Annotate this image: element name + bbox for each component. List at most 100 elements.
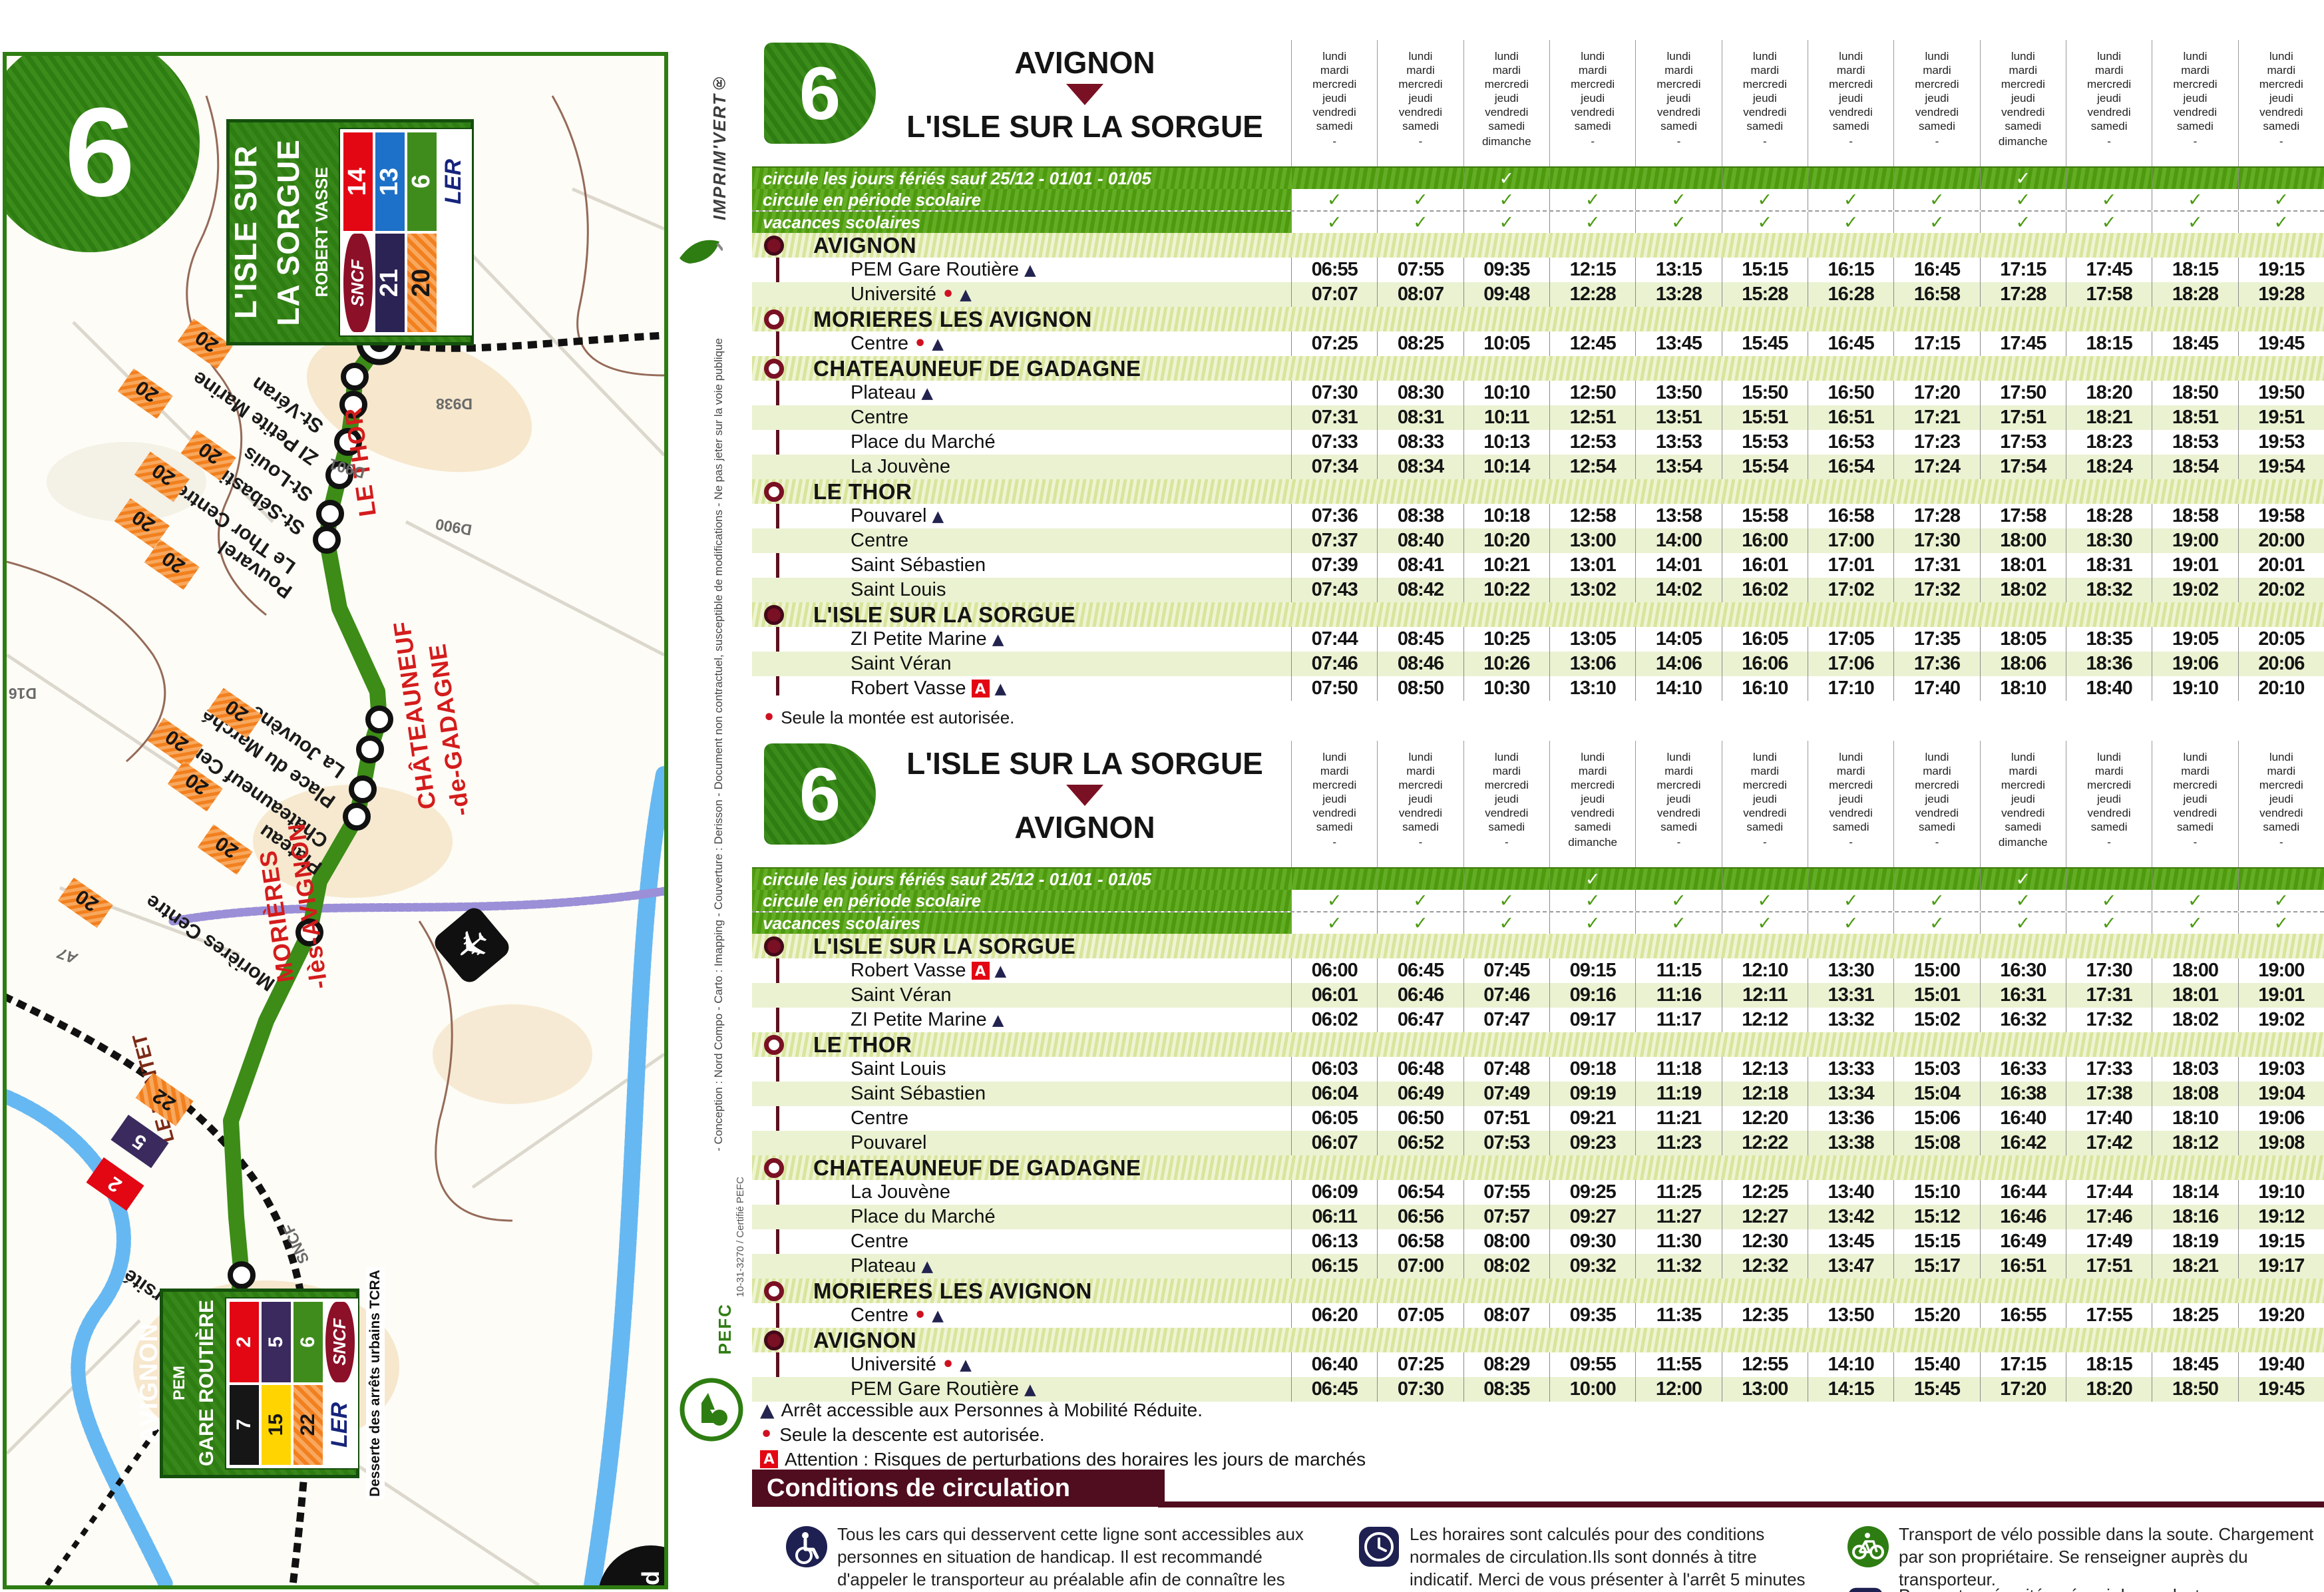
- badge-label: 20: [407, 268, 435, 298]
- time-cell: 20:05: [2237, 627, 2324, 652]
- stop-markers: [228, 363, 393, 1289]
- pefc-logo: [679, 1378, 743, 1442]
- time-cell: 13:34: [1807, 1082, 1893, 1106]
- note-horaires: Les horaires sont calculés pour des cond…: [1358, 1523, 1824, 1592]
- banner-line3: GARE ROUTIÈRE: [195, 1300, 218, 1467]
- time-cell: 11:35: [1635, 1303, 1721, 1328]
- day-name: jeudi: [1752, 793, 1777, 805]
- day-name: mardi: [1320, 64, 1349, 77]
- time-cell: 17:30: [2065, 958, 2152, 983]
- time-cells: 07:46 08:46 10:26 13:06 14:06 16:06 17:06 17:36…: [1291, 652, 2324, 676]
- day-extra: -: [1676, 836, 1681, 849]
- section-name: LE THOR: [813, 1032, 912, 1057]
- stop-name: Centre: [752, 1106, 1291, 1131]
- day-name: mercredi: [2259, 78, 2303, 91]
- stop-row: ZI Petite Marine ▲ 07:44 08:45 10:25 13:05 14:…: [752, 627, 2324, 652]
- stop-row: Centre 06:05 06:50 07:51 09:21 11:21 12:20 13:3…: [752, 1106, 2324, 1131]
- time-cell: 17:01: [1807, 553, 1893, 578]
- service-row-label: vacances scolaires: [752, 212, 1291, 233]
- time-cells: 06:45 07:30 08:35 10:00 12:00 13:00 14:15 15:45…: [1291, 1377, 2324, 1402]
- timetable-lisle-to-avignon: 6 L'ISLE SUR LA SORGUE AVIGNON lundi mard…: [752, 741, 2324, 1402]
- section-name: LE THOR: [813, 479, 912, 504]
- service-rows: circule les jours fériés sauf 25/12 - 01…: [752, 867, 2324, 934]
- time-cell: 13:33: [1807, 1057, 1893, 1082]
- day-name: mardi: [2267, 765, 2296, 777]
- time-cells: 07:33 08:33 10:13 12:53 13:53 15:53 16:53 17:23…: [1291, 430, 2324, 455]
- time-cell: 18:06: [1979, 652, 2066, 676]
- time-cell: 12:55: [1721, 1352, 1808, 1377]
- time-cell: 06:40: [1291, 1352, 1377, 1377]
- time-cell: 18:36: [2065, 652, 2152, 676]
- day-extra: -: [1676, 135, 1681, 148]
- commune-boundaries: [7, 95, 664, 1222]
- service-check-cell: ✓: [1893, 912, 1979, 934]
- time-cell: 18:00: [2152, 958, 2237, 983]
- stop-name: Saint Véran: [752, 983, 1291, 1008]
- section-band: CHATEAUNEUF DE GADAGNE: [752, 1155, 2324, 1180]
- flag-pmr-icon: ▲: [932, 335, 944, 353]
- section-name: AVIGNON: [813, 232, 917, 258]
- time-cell: 12:28: [1549, 282, 1635, 307]
- service-check-cell: ✓: [1635, 189, 1721, 210]
- time-cell: 13:40: [1807, 1180, 1893, 1205]
- stop-row: Saint Sébastien 07:39 08:41 10:21 13:01 14:01…: [752, 553, 2324, 578]
- service-check-cell: ✓: [2065, 212, 2152, 233]
- day-extra: -: [1935, 135, 1939, 148]
- day-extra: -: [1849, 135, 1853, 148]
- service-row: vacances scolaires ✓ ✓ ✓ ✓ ✓ ✓ ✓ ✓ ✓ ✓ ✓ ✓: [752, 911, 2324, 934]
- day-name: mercredi: [1829, 78, 1873, 91]
- service-check-cell: [2237, 168, 2324, 189]
- flag-dot-icon: •: [941, 283, 955, 306]
- time-cell: 17:05: [1807, 627, 1893, 652]
- service-check-cell: ✓: [1377, 912, 1463, 934]
- stop-name: Université • ▲: [752, 1352, 1291, 1377]
- service-check-cell: ✓: [1979, 869, 2066, 890]
- service-check-cell: [2065, 168, 2152, 189]
- time-cell: 19:00: [2152, 528, 2237, 553]
- legend-row: A Attention : Risques de perturbations de…: [760, 1447, 1366, 1472]
- time-cell: 11:18: [1635, 1057, 1721, 1082]
- time-cell: 11:30: [1635, 1229, 1721, 1254]
- time-cell: 06:15: [1291, 1254, 1377, 1279]
- safety-icon: [1849, 1587, 1882, 1592]
- service-check-cell: ✓: [1377, 189, 1463, 210]
- time-cell: 16:01: [1721, 553, 1808, 578]
- day-column: lundi mardi mercredi jeudi vendredi samedi -: [2237, 40, 2324, 166]
- time-cell: 18:08: [2152, 1082, 2237, 1106]
- day-extra: -: [2279, 836, 2283, 849]
- day-name: samedi: [2090, 821, 2128, 833]
- time-cell: 17:53: [1979, 430, 2066, 455]
- time-cell: 15:15: [1893, 1229, 1979, 1254]
- time-cell: 17:45: [2065, 258, 2152, 282]
- day-columns: lundi mardi mercredi jeudi vendredi samedi - lu…: [1291, 40, 2324, 166]
- day-name: samedi: [1574, 821, 1611, 833]
- day-name: mardi: [1750, 765, 1780, 777]
- time-cell: 11:19: [1635, 1082, 1721, 1106]
- stop-row: Pouvarel ▲ 07:36 08:38 10:18 12:58 13:58 15:58 1…: [752, 504, 2324, 528]
- pefc-certification: 10-31-3270 / Certifié PEFC: [735, 1177, 746, 1297]
- time-cell: 18:15: [2065, 1352, 2152, 1377]
- flag-dot-icon: •: [941, 1353, 955, 1376]
- service-rows: circule les jours fériés sauf 25/12 - 01…: [752, 166, 2324, 233]
- time-cell: 09:23: [1549, 1131, 1635, 1155]
- time-cell: 06:46: [1377, 983, 1463, 1008]
- day-name: mardi: [1578, 765, 1607, 777]
- day-name: lundi: [1666, 50, 1691, 63]
- service-row-cells: ✓ ✓: [1291, 869, 2324, 890]
- time-cell: 16:45: [1807, 331, 1893, 356]
- legend-text: Attention : Risques de perturbations des…: [785, 1449, 1366, 1470]
- day-name: vendredi: [2259, 807, 2303, 819]
- day-name: samedi: [2263, 821, 2300, 833]
- section-marker-open: [764, 358, 784, 379]
- time-cell: 17:40: [1893, 676, 1979, 701]
- section-name: CHATEAUNEUF DE GADAGNE: [813, 1155, 1141, 1180]
- legend: ▲ Arrêt accessible aux Personnes à Mobili…: [760, 1398, 1366, 1472]
- time-cells: 06:02 06:47 07:47 09:17 11:17 12:12 13:32 15:02…: [1291, 1008, 2324, 1032]
- time-cell: 13:00: [1549, 528, 1635, 553]
- connection-badge-box: 2 7 5 15 6 22 SNCF LER: [224, 1297, 359, 1470]
- service-row-label: circule les jours fériés sauf 25/12 - 01…: [752, 168, 1291, 189]
- banner-line1: L'ISLE SUR: [228, 145, 263, 319]
- time-cell: 08:33: [1377, 430, 1463, 455]
- time-cell: 17:30: [1893, 528, 1979, 553]
- day-name: jeudi: [1494, 92, 1519, 104]
